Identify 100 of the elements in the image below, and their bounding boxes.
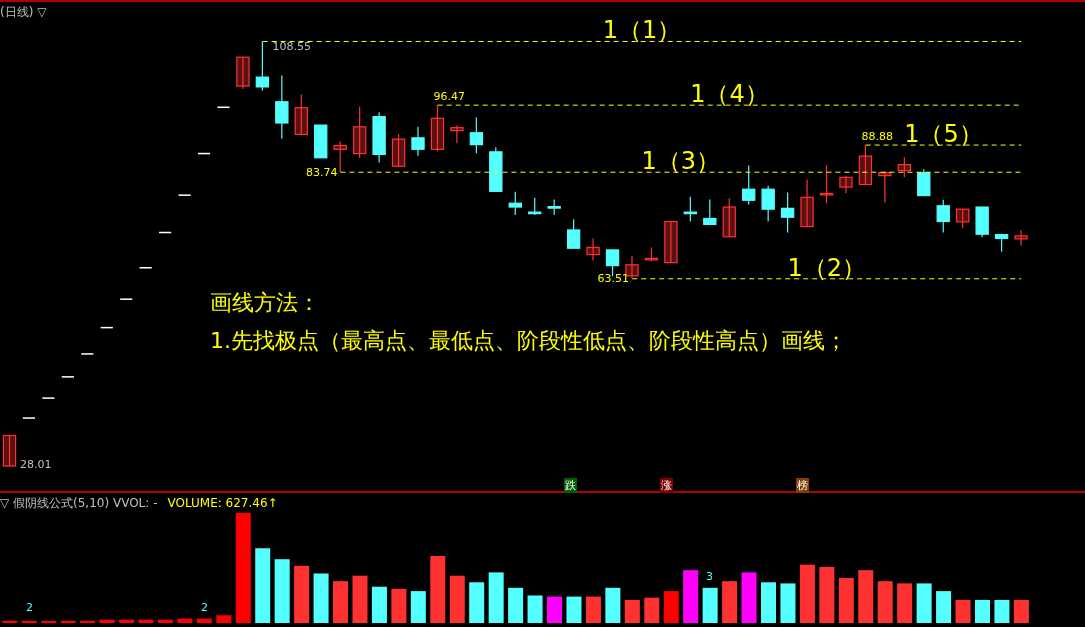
annotation: 108.55: [272, 40, 311, 54]
bar: [255, 548, 271, 623]
bar: [508, 587, 524, 623]
ref-line-label: 1（2）: [787, 253, 867, 282]
candlestick: [780, 192, 795, 234]
bar: [605, 587, 621, 623]
ref-line-label: 1（5）: [904, 120, 983, 149]
candlestick: [294, 93, 308, 136]
bar: [683, 570, 699, 623]
bar: [644, 597, 660, 623]
candlestick: [255, 40, 270, 92]
candlestick: [236, 56, 250, 90]
candlestick: [391, 133, 406, 167]
bar: [177, 618, 193, 623]
annotation: 2: [26, 601, 33, 614]
bar: [663, 591, 679, 623]
bar: [585, 596, 601, 623]
candlestick: [800, 178, 814, 228]
bar: [196, 618, 212, 623]
annotation: 63.51: [597, 271, 629, 285]
bar: [1013, 599, 1029, 623]
bar: [294, 565, 310, 623]
bar: [21, 620, 37, 623]
bar: [80, 620, 96, 623]
candlestick: [352, 105, 367, 159]
text: 榜: [796, 478, 809, 493]
candlestick: [469, 116, 484, 154]
candlestick: [430, 104, 445, 153]
bar: [702, 587, 718, 623]
bar: [430, 555, 446, 623]
candlestick: [722, 197, 736, 238]
candlestick: [858, 144, 873, 186]
chart-title: ▽ 假阴线公式(5,10) VVOL: -: [0, 496, 158, 510]
bar: [391, 588, 407, 623]
candlestick: [2, 434, 17, 467]
candlestick: [450, 124, 464, 144]
chart-title: (日线) ▽: [0, 4, 47, 21]
annotation: 画线方法：: [210, 289, 320, 317]
bar: [119, 619, 135, 623]
bar: [274, 559, 290, 623]
bar: [624, 599, 640, 623]
candlestick: [819, 164, 834, 204]
bar: [41, 620, 57, 623]
bar: [216, 615, 232, 623]
bar: [547, 596, 563, 623]
bar: [313, 573, 329, 623]
bar: [760, 582, 776, 623]
ref-line-label: 1（1）: [602, 16, 682, 45]
bar: [858, 570, 874, 623]
bar: [877, 581, 893, 623]
bar: [897, 583, 913, 623]
ref-line-label: 1（3）: [641, 147, 721, 176]
text: 跌: [564, 478, 577, 493]
candlestick: [683, 196, 698, 223]
candlestick: [897, 156, 912, 178]
bar: [157, 619, 173, 623]
candlestick: [566, 218, 581, 249]
bar: [2, 620, 18, 623]
bar: [527, 595, 543, 623]
candlestick: [703, 198, 717, 226]
bar: [780, 583, 796, 623]
annotation: 28.01: [20, 458, 52, 471]
candlestick: [1014, 229, 1028, 247]
bar: [60, 620, 76, 623]
bar: [488, 572, 504, 623]
chart-subtitle: VOLUME: 627.46↑: [167, 496, 278, 510]
candlestick: [411, 126, 425, 157]
annotation: 1.先找极点（最高点、最低点、阶段性低点、阶段性高点）画线；: [210, 327, 847, 355]
bar: [819, 566, 835, 623]
bar: [333, 581, 349, 623]
bar: [235, 513, 251, 623]
bar: [936, 591, 952, 623]
candlestick: [586, 237, 600, 262]
candlestick: [956, 208, 970, 229]
text: 涨: [660, 478, 673, 493]
candlestick: [664, 220, 678, 264]
bar: [138, 619, 154, 623]
bar: [449, 575, 465, 623]
candlestick: [742, 164, 756, 206]
annotation: 88.88: [861, 130, 893, 144]
candlestick: [275, 74, 289, 140]
candlestick: [839, 175, 853, 194]
candlestick: [917, 168, 931, 197]
bar: [352, 575, 368, 623]
bar: [410, 591, 426, 623]
annotation: 2: [201, 601, 208, 614]
bar: [799, 564, 815, 623]
candlestick: [761, 185, 775, 223]
bar: [955, 599, 971, 623]
annotation: 83.74: [306, 166, 338, 179]
annotation: 96.47: [433, 90, 465, 104]
bar: [741, 572, 757, 623]
bar: [469, 582, 485, 623]
ref-line-label: 1（4）: [690, 80, 769, 109]
bar: [371, 586, 387, 623]
bar: [722, 581, 738, 623]
bar: [994, 599, 1010, 623]
bar: [916, 583, 932, 623]
bar: [99, 619, 115, 623]
candlestick: [508, 191, 522, 216]
